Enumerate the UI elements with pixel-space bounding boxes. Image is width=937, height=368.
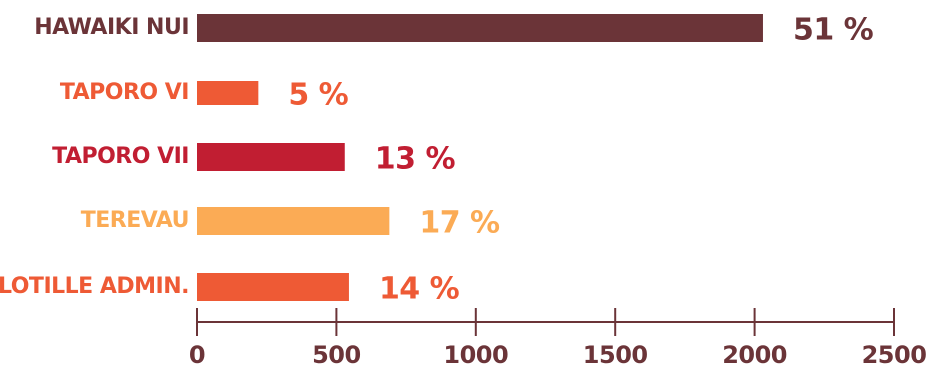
data-label: 5 %: [288, 78, 348, 113]
data-label: 13 %: [375, 142, 456, 177]
x-tick-label: 1000: [443, 341, 508, 368]
bar: [197, 143, 345, 171]
data-label: 17 %: [419, 206, 500, 241]
x-tick-label: 2000: [722, 341, 787, 368]
data-label: 51 %: [793, 13, 874, 48]
bars-group: HAWAIKI NUI 51 % TAPORO VI 5 % TAPORO VII 13 …: [0, 13, 874, 307]
bar: [197, 81, 259, 105]
x-tick-label: 0: [189, 341, 205, 368]
category-label: TAPORO VI: [60, 80, 189, 105]
bar: [197, 273, 349, 301]
category-label: FLOTILLE ADMIN.: [0, 274, 189, 299]
bar: [197, 207, 390, 235]
category-label: TEREVAU: [81, 208, 189, 233]
bar: [197, 14, 763, 42]
x-tick-label: 500: [312, 341, 361, 368]
category-label: TAPORO VII: [52, 144, 189, 169]
category-label: HAWAIKI NUI: [34, 15, 189, 40]
data-label: 14 %: [379, 272, 460, 307]
x-tick-label: 2500: [862, 341, 927, 368]
x-axis: 0 500 1000 1500 2000 2500: [189, 308, 927, 368]
x-tick-label: 1500: [583, 341, 648, 368]
